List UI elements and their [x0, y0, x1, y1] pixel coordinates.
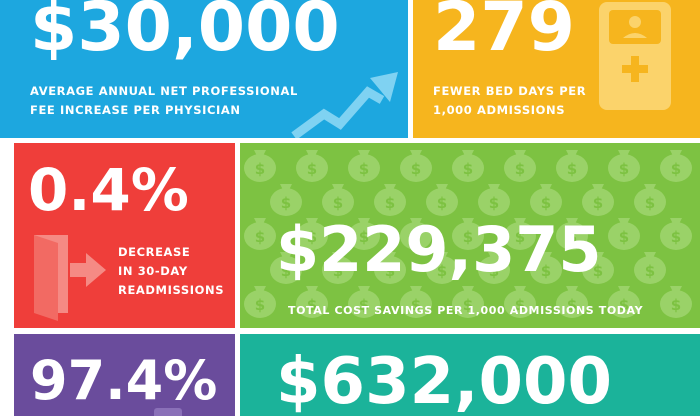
bed-days-tile: 279 FEWER BED DAYS PER 1,000 ADMISSIONS — [413, 0, 700, 138]
readmissions-tile: 0.4% DECREASE IN 30-DAY READMISSIONS — [14, 143, 235, 328]
fee-increase-tile: $30,000 AVERAGE ANNUAL NET PROFESSIONAL … — [0, 0, 408, 138]
readmissions-caption: DECREASE IN 30-DAY READMISSIONS — [118, 245, 225, 297]
bed-days-caption: FEWER BED DAYS PER 1,000 ADMISSIONS — [433, 84, 587, 117]
cost-savings-caption: TOTAL COST SAVINGS PER 1,000 ADMISSIONS … — [288, 304, 644, 317]
fee-increase-value: $30,000 — [30, 0, 340, 67]
readmissions-value: 0.4% — [28, 156, 189, 224]
percent-tile: 97.4% — [14, 334, 235, 416]
bed-days-value: 279 — [433, 0, 575, 67]
trend-arrow-icon — [291, 72, 398, 138]
exit-door-icon — [34, 235, 106, 321]
percent-tile-icon — [154, 408, 182, 416]
percent-value: 97.4% — [30, 349, 218, 412]
fee-increase-caption: AVERAGE ANNUAL NET PROFESSIONAL FEE INCR… — [30, 84, 298, 117]
cost-savings-tile: $ $229,375 TOTAL COST SAVINGS PER 1,000 … — [240, 143, 700, 328]
future-savings-tile: $632,000 — [240, 334, 700, 416]
hospital-bed-icon — [599, 2, 671, 110]
future-savings-value: $632,000 — [276, 345, 613, 416]
cost-savings-value: $229,375 — [276, 213, 602, 286]
